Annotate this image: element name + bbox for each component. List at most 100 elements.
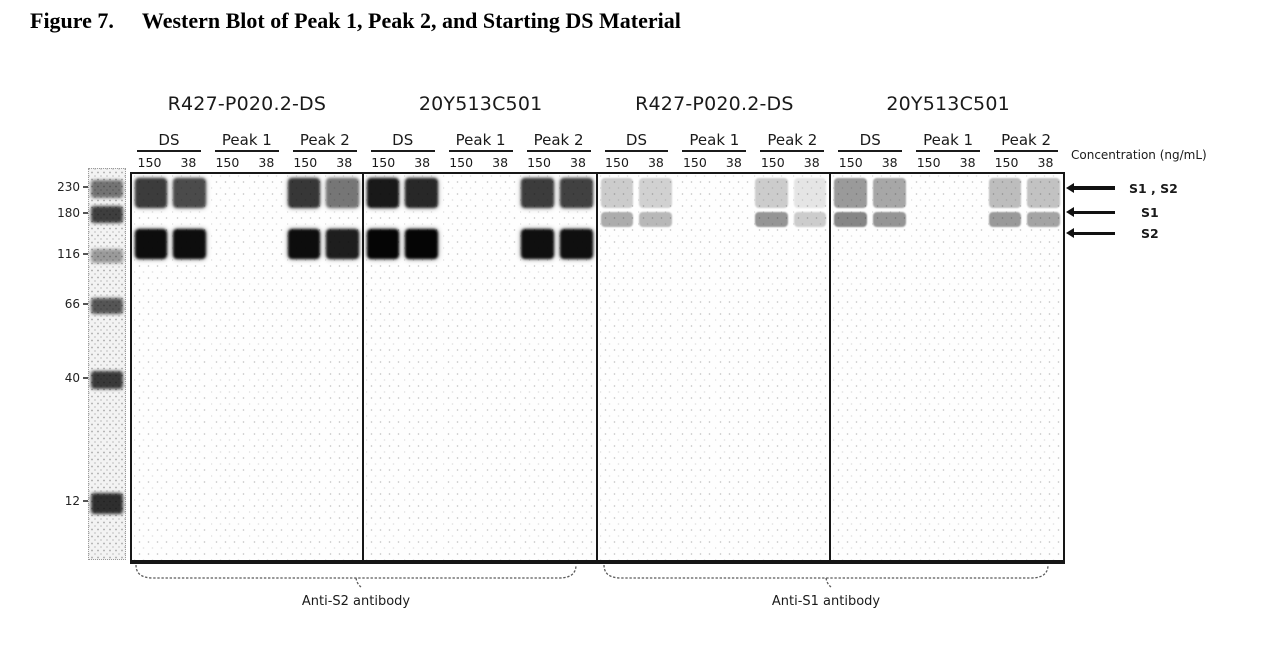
sample-label: R427-P020.2-DS — [167, 93, 327, 115]
concentration-value: 38 — [258, 154, 275, 170]
ladder-band — [91, 298, 123, 314]
fraction-label: Peak 2 — [286, 119, 364, 152]
band-marker: S2 — [1066, 225, 1159, 241]
band-marker: S1 , S2 — [1066, 180, 1178, 196]
concentration-value: 38 — [570, 154, 586, 170]
blot-lane — [754, 174, 789, 560]
ladder-band — [91, 493, 123, 514]
fraction-label: DS — [831, 119, 909, 152]
concentration-value: 38 — [647, 154, 664, 170]
blot-lane — [871, 174, 907, 560]
mw-ladder-lane — [88, 168, 126, 560]
blot-band-s1 — [639, 212, 672, 227]
blot-lane — [638, 174, 673, 560]
fraction-label: Peak 2 — [520, 119, 598, 152]
fraction-label-text: DS — [392, 131, 414, 149]
fraction-underline — [448, 150, 513, 152]
fraction-label: Peak 1 — [675, 119, 753, 152]
blot-band-s1s2 — [988, 178, 1022, 208]
blot-band-s1s2 — [135, 178, 168, 208]
fraction-header-row: DS Peak 1 Peak 2 — [598, 119, 832, 152]
blot-band-s1s2 — [755, 178, 788, 208]
blot-panel: R427-P020.2-DS DS Peak 1 Peak 2 150 38 150 38 15… — [130, 75, 364, 564]
fraction-label: DS — [130, 119, 208, 152]
concentration-value: 150 — [682, 154, 707, 170]
mw-marker-tick — [83, 303, 88, 305]
left-arrow-icon — [1066, 228, 1115, 238]
blot-band-s1 — [793, 212, 827, 227]
band-marker-label: S1 — [1141, 204, 1159, 220]
blot-band-s2 — [326, 229, 359, 259]
ladder-band — [91, 249, 123, 263]
ladder-band — [91, 371, 123, 389]
band-marker: S1 — [1066, 204, 1159, 220]
concentration-value: 150 — [605, 154, 629, 170]
figure-number: Figure 7. — [30, 8, 114, 33]
concentration-value: 150 — [449, 154, 474, 170]
fraction-underline — [682, 150, 747, 152]
sample-label: 20Y513C501 — [418, 93, 543, 115]
blot-band-s1 — [988, 212, 1022, 227]
mw-marker-label: 116 — [57, 247, 80, 261]
blot-band-s2 — [559, 229, 593, 259]
fraction-label-text: Peak 1 — [221, 131, 272, 149]
band-marker-label: S1 , S2 — [1129, 180, 1178, 196]
fraction-header-row: DS Peak 1 Peak 2 — [130, 119, 364, 152]
concentration-value: 38 — [803, 154, 820, 170]
mw-marker-label: 230 — [57, 180, 80, 194]
fraction-label: DS — [364, 119, 442, 152]
fraction-label-text: Peak 2 — [767, 131, 818, 149]
fraction-label: DS — [598, 119, 676, 152]
anti-s2-antibody-label: Anti-S2 antibody — [301, 594, 411, 609]
ladder-band — [91, 180, 123, 198]
blot-lane — [910, 174, 946, 560]
fraction-label: Peak 2 — [987, 119, 1065, 152]
blot-band-s1s2 — [173, 178, 206, 208]
mw-marker-label: 66 — [64, 297, 80, 311]
fraction-underline — [526, 150, 591, 152]
blot-band-s1s2 — [834, 178, 867, 208]
mw-marker-label: 40 — [64, 371, 80, 385]
concentration-row: 150 38 150 38 150 38 — [130, 152, 364, 172]
blot-band-s1s2 — [405, 178, 438, 208]
concentration-value: 150 — [760, 154, 785, 170]
fraction-label-text: Peak 2 — [1001, 131, 1052, 149]
blot-band-s1s2 — [326, 178, 359, 208]
blot-lane — [558, 174, 594, 560]
anti-s1-antibody-label: Anti-S1 antibody — [771, 594, 881, 609]
blot-band-s1s2 — [600, 178, 634, 208]
fraction-header-row: DS Peak 1 Peak 2 — [831, 119, 1065, 152]
fraction-label-text: Peak 2 — [299, 131, 350, 149]
blot-panel: 20Y513C501 DS Peak 1 Peak 2 150 38 150 38 150 38 — [831, 75, 1065, 564]
mw-marker-label: 12 — [64, 494, 80, 508]
arrowhead-icon — [1066, 228, 1074, 238]
concentration-value: 150 — [527, 154, 551, 170]
concentration-value: 150 — [137, 154, 162, 170]
blot-lane — [833, 174, 868, 560]
blot-band-s1 — [600, 212, 634, 227]
fraction-label-text: Peak 1 — [455, 131, 506, 149]
blot-lane — [676, 174, 712, 560]
lane-row — [363, 172, 598, 564]
fraction-underline — [760, 150, 825, 152]
fraction-header-row: DS Peak 1 Peak 2 — [364, 119, 598, 152]
figure-title-text: Western Blot of Peak 1, Peak 2, and Star… — [141, 8, 681, 33]
concentration-value: 150 — [994, 154, 1019, 170]
arrowhead-icon — [1066, 207, 1074, 217]
blot-panel-grid: R427-P020.2-DS DS Peak 1 Peak 2 150 38 150 38 15… — [130, 75, 1065, 564]
mw-marker-label: 180 — [57, 206, 80, 220]
lane-row — [831, 172, 1065, 564]
concentration-value: 38 — [725, 154, 742, 170]
concentration-value: 150 — [371, 154, 396, 170]
fraction-label: Peak 1 — [208, 119, 286, 152]
blot-lane — [172, 174, 207, 560]
blot-band-s1s2 — [793, 178, 827, 208]
fraction-label-text: Peak 1 — [923, 131, 974, 149]
mw-marker-tick — [83, 212, 88, 214]
fraction-underline — [604, 150, 669, 152]
left-arrow-icon — [1066, 207, 1115, 217]
blot-lane — [443, 174, 478, 560]
concentration-row: 150 38 150 38 150 38 — [598, 152, 832, 172]
fraction-underline — [994, 150, 1058, 152]
ladder-band — [91, 206, 123, 223]
